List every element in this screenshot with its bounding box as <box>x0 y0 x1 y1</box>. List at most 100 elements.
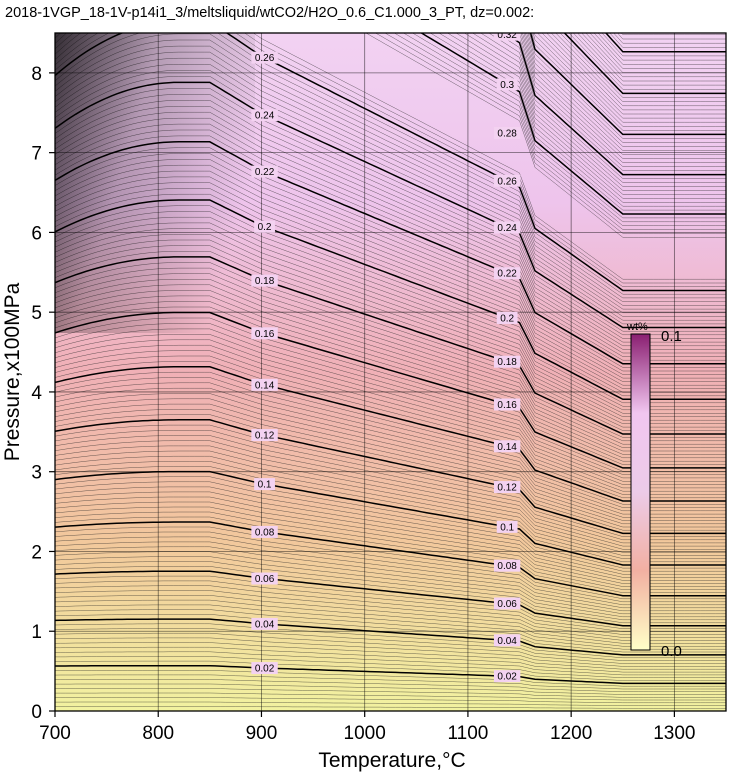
contour-line-minor <box>527 33 726 143</box>
contour-label: 0.14 <box>251 378 278 391</box>
plot-frame <box>54 32 727 712</box>
contour-label-bg <box>493 221 521 234</box>
contour-line-minor <box>55 595 726 641</box>
contour-line-minor <box>55 646 726 673</box>
contour-line-major <box>55 618 726 656</box>
contour-label: 0.24 <box>251 109 278 122</box>
contour-label-text: 0.06 <box>255 574 275 585</box>
contour-label: 0.08 <box>493 559 521 572</box>
contour-label: 0.14 <box>493 440 521 453</box>
contour-label-text: 0.26 <box>255 53 275 64</box>
contour-line-minor <box>55 414 726 531</box>
y-tick-label: 7 <box>31 144 42 165</box>
contour-line-minor <box>375 33 726 234</box>
contour-line-minor <box>55 632 726 664</box>
contour-label-text: 0.24 <box>497 223 517 234</box>
contour-line-minor <box>55 526 726 600</box>
contour-line-major <box>55 570 726 627</box>
contour-line-minor <box>384 33 726 230</box>
contour-label-bg <box>493 670 521 683</box>
contour-label: 0.02 <box>251 662 278 675</box>
contour-label-text: 0.2 <box>258 222 272 233</box>
contour-line-minor <box>429 33 726 211</box>
contour-line-minor <box>55 701 726 706</box>
contour-line-minor <box>55 506 726 587</box>
contour-line-minor <box>55 334 726 482</box>
contour-line-minor <box>597 33 726 61</box>
contour-line-minor <box>523 33 726 155</box>
contour-label-text: 0.08 <box>497 561 517 572</box>
contour-line-major <box>55 33 726 292</box>
contour-line-minor <box>55 651 726 676</box>
contour-line-minor <box>577 33 726 82</box>
contour-line-minor <box>520 33 726 163</box>
contour-line-minor <box>55 599 726 644</box>
contour-line-minor <box>55 623 726 659</box>
contour-line-minor <box>55 580 726 632</box>
x-tick-label: 1000 <box>344 723 386 744</box>
contour-line-minor <box>55 536 726 606</box>
contour-label-text: 0.22 <box>497 269 517 280</box>
colorbar-max-label: 0.1 <box>661 328 682 345</box>
contour-label-bg <box>493 634 521 647</box>
contour-line-minor <box>55 430 726 541</box>
contour-line-minor <box>55 692 726 701</box>
contour-line-minor <box>531 33 726 131</box>
contour-line-minor <box>525 33 726 151</box>
contour-label: 0.04 <box>251 617 278 630</box>
contour-line-minor <box>55 409 726 528</box>
y-tick-label: 2 <box>31 542 42 563</box>
contour-line-minor <box>55 590 726 638</box>
contour-label-text: 0.06 <box>497 599 517 610</box>
contour-label-bg <box>493 559 521 572</box>
y-axis-title: Pressure,x100MPa <box>1 282 24 461</box>
contour-line-minor <box>55 575 726 629</box>
contour-line-minor <box>55 491 726 578</box>
contour-label-text: 0.04 <box>497 636 517 647</box>
contour-label: 0.06 <box>251 572 278 585</box>
contour-line-major <box>55 366 726 502</box>
contour-line-minor <box>55 637 726 667</box>
contour-line-minor <box>55 344 726 489</box>
contour-line-major <box>55 664 726 685</box>
contour-line-minor <box>617 33 726 40</box>
contour-label-text: 0.04 <box>255 619 275 630</box>
contour-label: 0.1 <box>496 520 518 533</box>
contour-line-minor <box>412 33 726 219</box>
contour-label-text: 0.12 <box>497 483 517 494</box>
contour-line-minor <box>620 33 726 35</box>
contour-label-text: 0.08 <box>255 527 275 538</box>
contour-line-minor <box>55 642 726 670</box>
contour-line-minor <box>55 561 726 621</box>
contour-line-minor <box>55 445 726 550</box>
contour-line-minor <box>55 466 726 563</box>
contour-label-text: 0.2 <box>500 313 514 324</box>
contour-line-minor <box>537 33 726 119</box>
contour-line-minor <box>55 604 726 647</box>
contour-line-minor <box>55 33 726 287</box>
contour-line-minor <box>55 371 726 505</box>
contour-line-minor <box>55 660 726 681</box>
contour-label: 0.28 <box>493 127 521 140</box>
contour-label: 0.18 <box>493 355 521 368</box>
contour-label-text: 0.18 <box>497 357 517 368</box>
contour-label: 0.26 <box>493 174 521 187</box>
contour-line-major <box>563 33 726 95</box>
contour-label-bg <box>493 440 521 453</box>
contour-line-minor <box>55 382 726 512</box>
contour-line-minor <box>55 628 726 661</box>
contour-line-minor <box>438 33 726 207</box>
contour-line-minor <box>55 531 726 603</box>
contour-line-minor <box>55 511 726 590</box>
contour-line-minor <box>55 33 726 280</box>
contour-label-bg <box>251 662 278 675</box>
contour-line-major <box>503 33 726 176</box>
contour-line-minor <box>55 609 726 650</box>
contour-line-minor <box>602 7 726 31</box>
contour-label-bg <box>493 398 521 411</box>
contour-line-minor <box>472 33 726 191</box>
contour-label-text: 0.3 <box>500 80 514 91</box>
contour-label-bg <box>493 597 521 610</box>
contour-label-bg <box>493 174 521 187</box>
contour-line-minor <box>55 361 726 499</box>
